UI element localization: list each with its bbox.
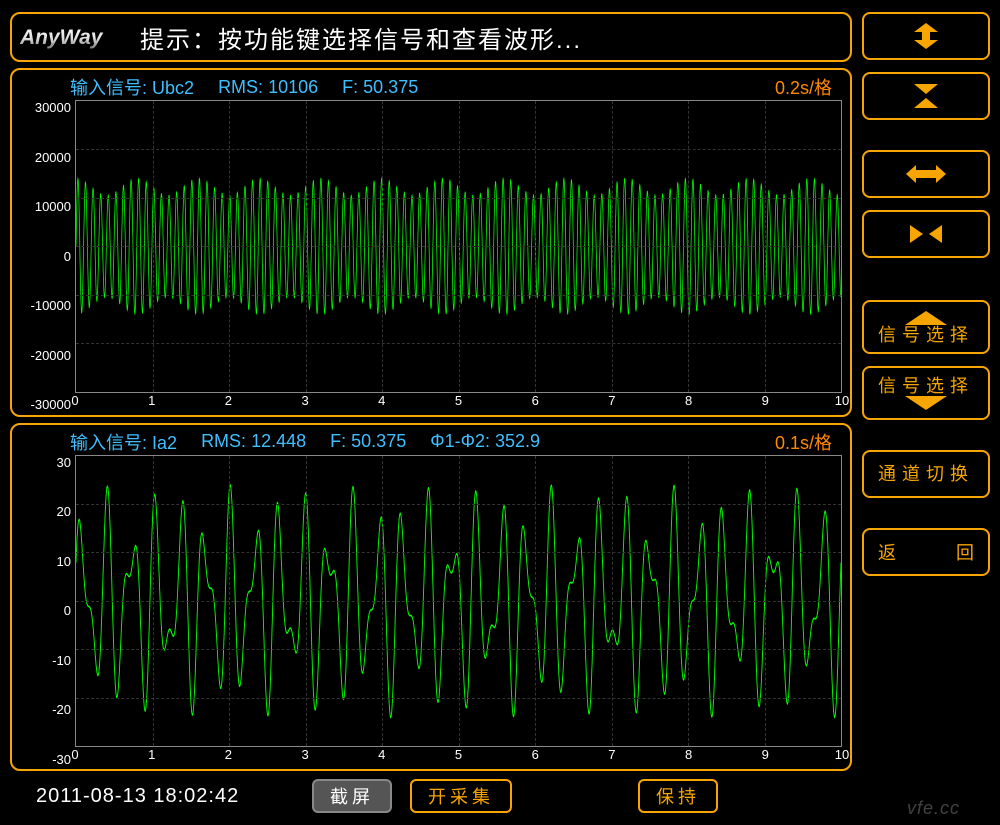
- arrows-h-in-icon: [906, 223, 946, 245]
- chart2-plot: [75, 455, 842, 748]
- watermark: vfe.cc: [907, 798, 960, 819]
- chart2-timescale: 0.1s/格: [775, 429, 842, 455]
- signal-select-1-button[interactable]: 信号选择: [862, 300, 990, 354]
- chart1-timescale: 0.2s/格: [775, 74, 842, 100]
- brand-logo: AnyWay: [20, 23, 132, 51]
- return-button[interactable]: 返回: [862, 528, 990, 576]
- signal-select-2-label: 信号选择: [878, 377, 974, 395]
- chart1-rms: RMS: 10106: [218, 77, 318, 98]
- svg-text:AnyWay: AnyWay: [20, 26, 104, 49]
- signal-select-1-label: 信号选择: [878, 326, 974, 344]
- chart2-panel: 输入信号: Ia2 RMS: 12.448 F: 50.375 Φ1-Φ2: 3…: [10, 423, 852, 772]
- chart2-rms: RMS: 12.448: [201, 431, 306, 452]
- chart2-freq: F: 50.375: [330, 431, 406, 452]
- screenshot-button[interactable]: 截屏: [312, 779, 392, 813]
- arrow-left-right-icon: [906, 163, 946, 185]
- hint-text: 提示：按功能键选择信号和查看波形...: [140, 20, 582, 55]
- zoom-v-in-button[interactable]: [862, 72, 990, 120]
- chart1-info: 输入信号: Ubc2 RMS: 10106 F: 50.375 0.2s/格: [20, 76, 842, 100]
- channel-switch-button[interactable]: 通道切换: [862, 450, 990, 498]
- arrows-v-in-icon: [908, 84, 944, 108]
- chart2-signal: 输入信号: Ia2: [70, 429, 177, 455]
- chart1-x-axis: 012345678910: [75, 393, 842, 413]
- side-toolbar: 信号选择 信号选择 通道切换 返回: [862, 12, 990, 815]
- triangle-up-icon: [903, 311, 949, 325]
- chart1-freq: F: 50.375: [342, 77, 418, 98]
- hold-button[interactable]: 保持: [638, 779, 718, 813]
- scroll-up-button[interactable]: [862, 12, 990, 60]
- chart2-phase: Φ1-Φ2: 352.9: [430, 431, 540, 452]
- return-label: 返回: [864, 539, 988, 565]
- channel-switch-label: 通道切换: [878, 465, 974, 483]
- triangle-down-icon: [903, 396, 949, 410]
- zoom-h-in-button[interactable]: [862, 210, 990, 258]
- chart1-plot: [75, 100, 842, 393]
- scroll-h-button[interactable]: [862, 150, 990, 198]
- arrow-up-down-icon: [908, 23, 944, 49]
- chart2-y-axis: 3020100-10-20-30: [20, 455, 75, 768]
- chart1-signal: 输入信号: Ubc2: [70, 74, 194, 100]
- timestamp: 2011-08-13 18:02:42: [14, 785, 294, 808]
- chart1-panel: 输入信号: Ubc2 RMS: 10106 F: 50.375 0.2s/格 3…: [10, 68, 852, 417]
- chart2-info: 输入信号: Ia2 RMS: 12.448 F: 50.375 Φ1-Φ2: 3…: [20, 431, 842, 455]
- chart2-x-axis: 012345678910: [75, 747, 842, 767]
- bottom-bar: 2011-08-13 18:02:42 截屏 开采集 保持: [10, 777, 852, 815]
- chart1-y-axis: 3000020000100000-10000-20000-30000: [20, 100, 75, 413]
- signal-select-2-button[interactable]: 信号选择: [862, 366, 990, 420]
- header-panel: AnyWay 提示：按功能键选择信号和查看波形...: [10, 12, 852, 62]
- start-acquisition-button[interactable]: 开采集: [410, 779, 512, 813]
